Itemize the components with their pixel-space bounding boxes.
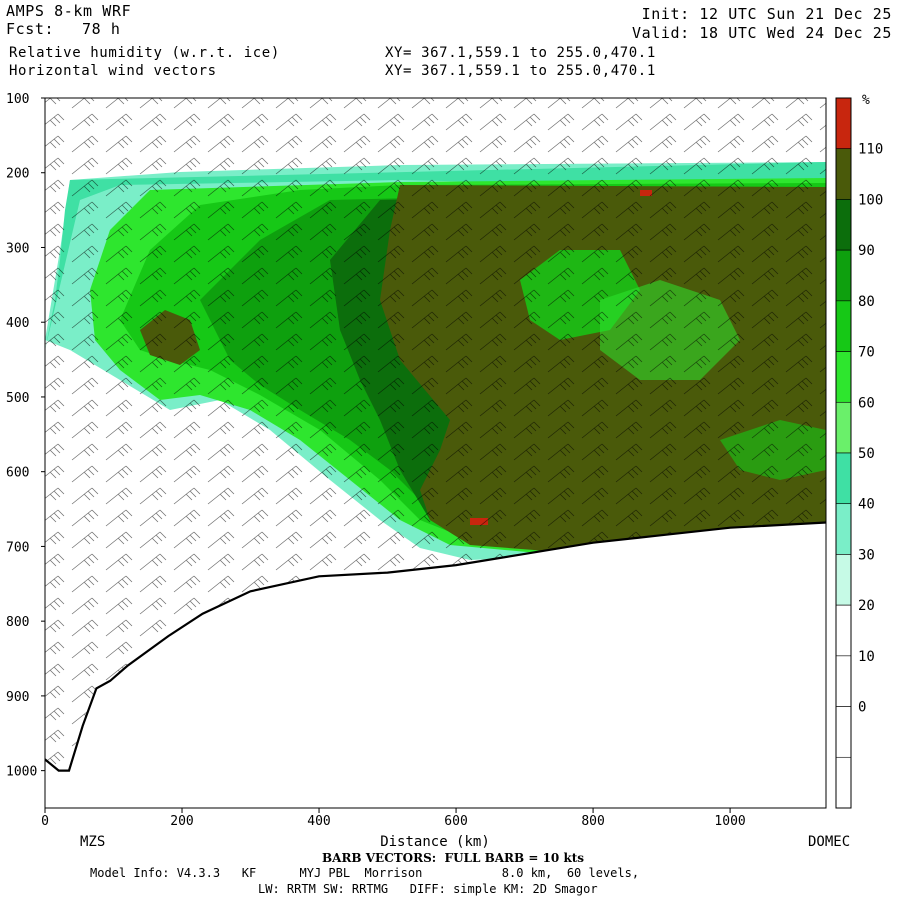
y-tick-label: 200 (6, 167, 29, 182)
y-axis: 100 200 300 400 500 600 700 800 900 1000 (6, 92, 45, 780)
x-axis-label: Distance (km) (380, 834, 490, 850)
colorbar-swatch (835, 249, 852, 302)
colorbar-label: 90 (858, 243, 875, 259)
y-tick-label: 800 (6, 615, 29, 630)
x-tick-label: 600 (444, 814, 467, 829)
colorbar-label: 70 (858, 345, 875, 361)
colorbar-swatch (835, 300, 852, 352)
colorbar-label: 0 (858, 700, 866, 716)
y-tick-label: 500 (6, 391, 29, 406)
colorbar-label: 30 (858, 547, 875, 563)
colorbar-swatch (835, 503, 852, 555)
colorbar-label: 40 (858, 497, 875, 513)
x-end-right: DOMEC (808, 834, 850, 850)
colorbar-label: 60 (858, 395, 875, 411)
forecast-hour: 78 h (82, 20, 121, 38)
x-axis: 0 200 400 600 800 1000 (41, 808, 746, 829)
cross-section-xy-1: XY= 367.1,559.1 to 255.0,470.1 (385, 45, 656, 61)
colorbar-swatch (835, 554, 852, 606)
x-tick-label: 200 (170, 814, 193, 829)
y-tick-label: 400 (6, 316, 29, 331)
colorbar-swatch (835, 706, 852, 758)
colorbar-swatch (835, 401, 852, 454)
y-tick-label: 1000 (6, 765, 37, 780)
colorbar-swatch (835, 604, 852, 657)
colorbar-swatch (835, 655, 852, 707)
y-tick-label: 100 (6, 92, 29, 107)
colorbar-swatch (835, 97, 852, 150)
x-tick-label: 1000 (714, 814, 745, 829)
plot-frame (44, 97, 827, 809)
colorbar-label: 50 (858, 446, 875, 462)
colorbar-swatch (835, 452, 852, 505)
y-tick-label: 600 (6, 466, 29, 481)
y-tick-label: 300 (6, 241, 29, 256)
colorbar-label: 100 (858, 192, 883, 208)
model-info-2: LW: RRTM SW: RRTMG DIFF: simple KM: 2D S… (258, 882, 598, 896)
rh-shading (45, 98, 826, 808)
x-tick-label: 800 (581, 814, 604, 829)
x-end-left: MZS (80, 834, 105, 850)
colorbar-label: 10 (858, 649, 875, 665)
y-tick-label: 900 (6, 690, 29, 705)
model-title: AMPS 8-km WRF (6, 2, 132, 20)
cross-section-xy-2: XY= 367.1,559.1 to 255.0,470.1 (385, 63, 656, 79)
forecast-label: Fcst: (6, 20, 55, 38)
valid-time: Valid: 18 UTC Wed 24 Dec 25 (631, 24, 892, 42)
colorbar-label: 110 (858, 142, 883, 158)
barb-legend: BARB VECTORS: FULL BARB = 10 kts (322, 851, 585, 865)
colorbar-label: 20 (858, 598, 875, 614)
y-tick-label: 700 (6, 540, 29, 555)
colorbar-frame (835, 97, 852, 809)
colorbar-label: 80 (858, 294, 875, 310)
colorbar-swatch (835, 148, 852, 200)
x-tick-label: 0 (41, 814, 49, 829)
model-info: Model Info: V4.3.3 KF MYJ PBL Morrison 8… (90, 866, 640, 880)
colorbar-swatch (835, 351, 852, 403)
colorbar-unit: % (862, 93, 870, 108)
init-time: Init: 12 UTC Sun 21 Dec 25 (641, 5, 892, 23)
colorbar-swatch (835, 756, 852, 809)
field-title-wind: Horizontal wind vectors (9, 63, 217, 79)
field-title-rh: Relative humidity (w.r.t. ice) (9, 45, 280, 61)
x-tick-label: 400 (307, 814, 330, 829)
colorbar-swatch (835, 199, 852, 251)
